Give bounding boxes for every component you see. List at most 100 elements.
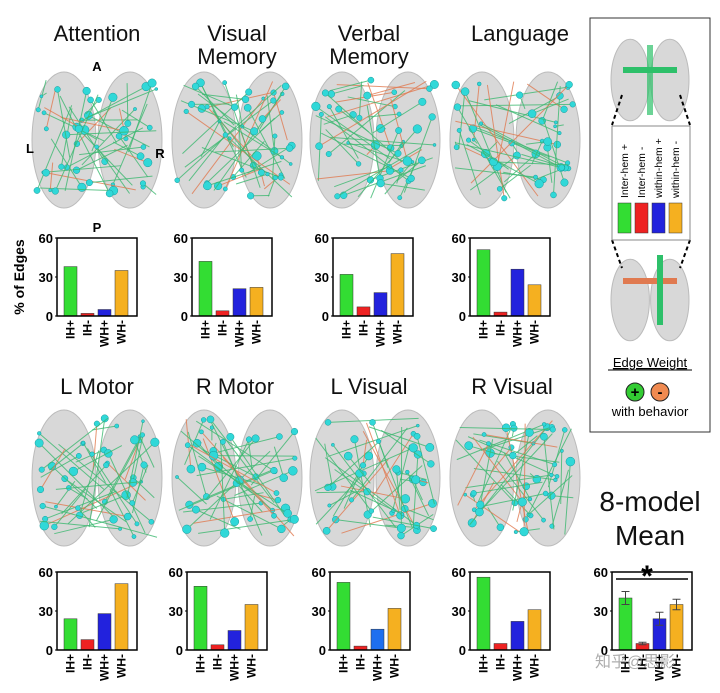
node: [453, 144, 460, 151]
bar: [476, 249, 491, 317]
edge: [131, 464, 149, 504]
edge: [508, 95, 561, 124]
edge: [90, 99, 117, 143]
node: [565, 456, 576, 467]
node: [226, 433, 235, 441]
orientation-label: A: [92, 59, 102, 74]
edge: [77, 507, 96, 528]
edge: [39, 520, 121, 530]
edge: [455, 439, 516, 504]
edge: [367, 113, 400, 118]
edge: [40, 455, 80, 478]
edge: [416, 436, 435, 505]
x-tick-label: IH+: [64, 654, 78, 673]
edge: [321, 132, 412, 179]
bar: [336, 582, 351, 651]
node: [334, 193, 341, 200]
node: [220, 438, 226, 445]
edge: [79, 146, 144, 156]
node: [257, 169, 265, 177]
node: [143, 158, 153, 168]
edge: [104, 442, 138, 503]
edge: [323, 114, 354, 125]
node: [396, 111, 402, 117]
edge: [490, 447, 512, 474]
edge: [201, 431, 295, 537]
edge: [457, 106, 511, 199]
edge: [195, 420, 276, 473]
edge: [209, 439, 250, 520]
node: [252, 151, 262, 161]
node: [81, 440, 86, 445]
y-tick-label: 0: [459, 643, 466, 658]
node: [222, 80, 228, 85]
node: [134, 521, 140, 527]
x-tick-label: IH-: [357, 320, 371, 336]
edge: [512, 435, 538, 456]
y-tick-label: 30: [169, 604, 183, 619]
node: [37, 486, 45, 494]
edge: [41, 417, 109, 471]
edge: [112, 103, 148, 185]
x-tick-label: IH-: [636, 654, 650, 670]
edge: [258, 494, 279, 501]
node: [392, 465, 401, 474]
edge: [262, 99, 282, 120]
node: [547, 491, 556, 500]
y-tick-label: 0: [319, 643, 326, 658]
bar: [114, 270, 129, 317]
node: [513, 529, 518, 535]
node: [245, 436, 253, 443]
edge: [59, 95, 111, 194]
y-tick-label: 0: [322, 309, 329, 324]
x-tick-label: WH+: [228, 654, 242, 681]
edge: [486, 84, 505, 199]
node: [72, 166, 81, 174]
node: [183, 108, 189, 115]
node: [560, 105, 568, 113]
node: [349, 111, 357, 119]
edge: [404, 508, 434, 521]
node: [569, 101, 576, 108]
node: [283, 509, 292, 518]
node: [285, 144, 294, 152]
edge: [73, 445, 123, 472]
node: [478, 121, 484, 126]
bar: [510, 621, 525, 651]
y-tick-label: 30: [39, 270, 53, 285]
edge: [395, 469, 401, 510]
node: [109, 515, 118, 524]
edge: [503, 452, 531, 500]
legend-label: within-hem -: [670, 140, 682, 199]
node: [541, 517, 546, 523]
node: [475, 507, 484, 517]
node: [460, 87, 470, 96]
node: [54, 504, 58, 509]
chart-title: R Motor: [195, 374, 275, 399]
edge: [340, 485, 406, 500]
brain-image: [171, 71, 303, 209]
node: [470, 490, 477, 497]
node: [359, 462, 367, 469]
node: [251, 434, 260, 443]
x-tick-label: IH+: [477, 654, 491, 673]
node: [82, 86, 91, 96]
edge: [357, 128, 418, 198]
x-tick-label: WH-: [528, 320, 542, 344]
edge: [343, 165, 427, 196]
node: [220, 528, 230, 538]
node: [289, 514, 299, 524]
node: [279, 110, 285, 115]
brain-image: [171, 409, 303, 547]
x-tick-label: WH-: [528, 654, 542, 678]
node: [277, 524, 286, 534]
x-tick-label: WH+: [233, 320, 247, 347]
node: [241, 95, 250, 104]
edge: [497, 460, 544, 521]
node: [402, 156, 413, 166]
edge: [458, 91, 466, 150]
node: [519, 527, 529, 537]
brain-image: [449, 409, 581, 547]
node: [428, 499, 437, 508]
edge: [186, 450, 271, 530]
